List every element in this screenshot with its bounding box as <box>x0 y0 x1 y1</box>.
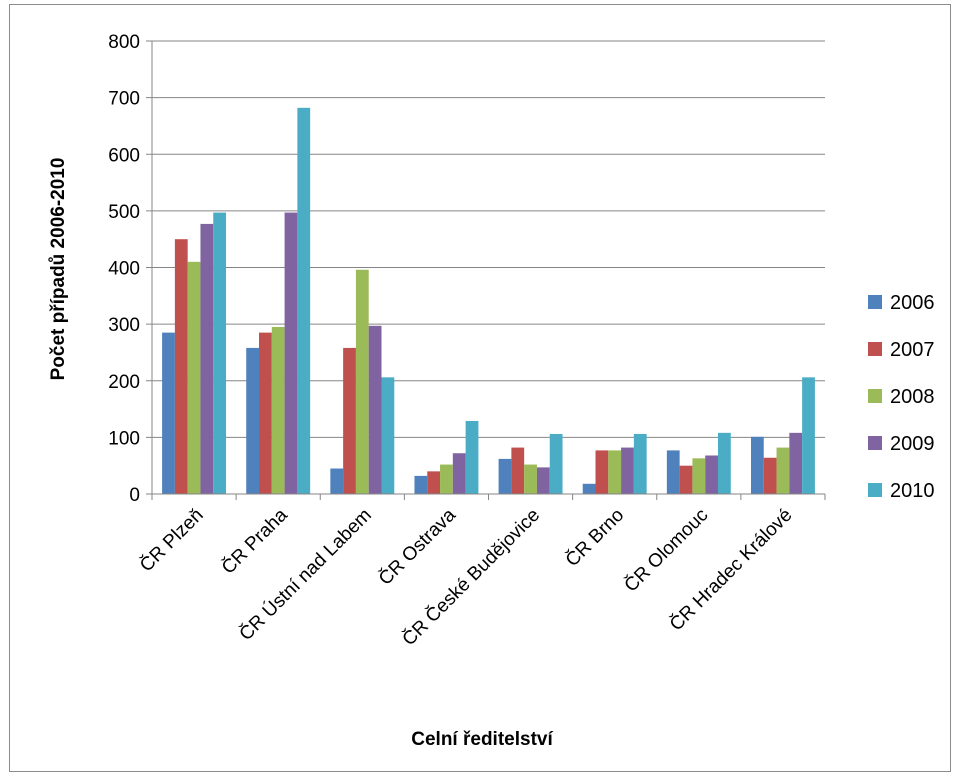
legend-label-2007: 2007 <box>890 339 935 361</box>
x-tick-label: ČR Brno <box>561 504 628 571</box>
bar-2009-6 <box>705 455 718 494</box>
bar-2009-4 <box>537 467 550 494</box>
y-tick-label: 400 <box>108 259 140 280</box>
bar-2009-3 <box>453 453 466 494</box>
bar-2007-3 <box>427 471 440 494</box>
y-tick-label: 100 <box>108 428 140 449</box>
bar-2010-0 <box>213 213 226 494</box>
bar-2010-4 <box>550 434 563 494</box>
legend-label-2009: 2009 <box>890 433 935 455</box>
bar-2010-2 <box>381 377 394 494</box>
bar-2006-4 <box>499 459 512 494</box>
bar-2009-0 <box>200 224 213 494</box>
y-tick-label: 800 <box>108 32 140 53</box>
y-axis-ticks: 0 100 200 300 400 500 600 700 800 <box>108 32 152 506</box>
bar-2010-5 <box>634 434 647 494</box>
y-tick-label: 500 <box>108 202 140 223</box>
bar-2008-1 <box>272 327 285 494</box>
bar-2007-5 <box>596 450 609 494</box>
bar-2007-1 <box>259 333 272 494</box>
bar-2006-0 <box>162 333 175 494</box>
legend-swatch-2009 <box>868 436 882 450</box>
bar-2007-0 <box>175 239 188 494</box>
y-tick-label: 200 <box>108 372 140 393</box>
y-tick-label: 700 <box>108 89 140 110</box>
x-axis-title: Celní ředitelství <box>411 729 553 750</box>
x-tick-label: ČR České Budějovice <box>398 504 544 650</box>
bar-2007-7 <box>764 458 777 494</box>
legend-label-2006: 2006 <box>890 292 935 314</box>
x-tick-label: ČR Praha <box>217 504 292 579</box>
x-tick-label: ČR Olomouc <box>620 504 712 596</box>
bar-2010-6 <box>718 433 731 494</box>
legend-swatch-2007 <box>868 342 882 356</box>
bar-2007-4 <box>511 448 524 494</box>
y-tick-label: 600 <box>108 145 140 166</box>
legend-label-2010: 2010 <box>890 480 935 502</box>
x-tick-label: ČR Ostrava <box>374 504 460 590</box>
bar-2006-3 <box>414 476 427 494</box>
bar-2010-1 <box>297 108 310 494</box>
bar-2006-6 <box>667 450 680 494</box>
bar-2006-5 <box>583 484 596 494</box>
bars <box>162 108 815 494</box>
bar-2008-7 <box>777 448 790 494</box>
y-axis-title: Počet případů 2006-2010 <box>48 158 69 381</box>
bar-2008-4 <box>524 465 537 494</box>
legend-swatch-2006 <box>868 295 882 309</box>
bar-2008-6 <box>692 458 705 494</box>
bar-2006-2 <box>330 469 343 494</box>
bar-2010-7 <box>802 377 815 494</box>
bar-2008-0 <box>188 262 201 494</box>
bar-2007-2 <box>343 348 356 494</box>
y-tick-label: 0 <box>129 485 140 506</box>
x-tick-label: ČR Plzeň <box>135 504 207 576</box>
legend-swatch-2010 <box>868 483 882 497</box>
legend-label-2008: 2008 <box>890 386 935 408</box>
bar-2009-1 <box>285 213 298 494</box>
y-tick-label: 300 <box>108 315 140 336</box>
bar-2009-2 <box>369 326 382 494</box>
bar-2008-3 <box>440 465 453 494</box>
legend-swatch-2008 <box>868 389 882 403</box>
bar-2009-7 <box>789 433 802 494</box>
legend: 2006 2007 2008 2009 2010 <box>868 292 935 502</box>
bar-2009-5 <box>621 448 634 494</box>
bar-2008-5 <box>608 450 621 494</box>
bar-2008-2 <box>356 270 369 494</box>
bar-2007-6 <box>680 466 693 494</box>
bar-2006-7 <box>751 437 764 494</box>
bar-2006-1 <box>246 348 259 494</box>
bar-2010-3 <box>466 421 479 494</box>
